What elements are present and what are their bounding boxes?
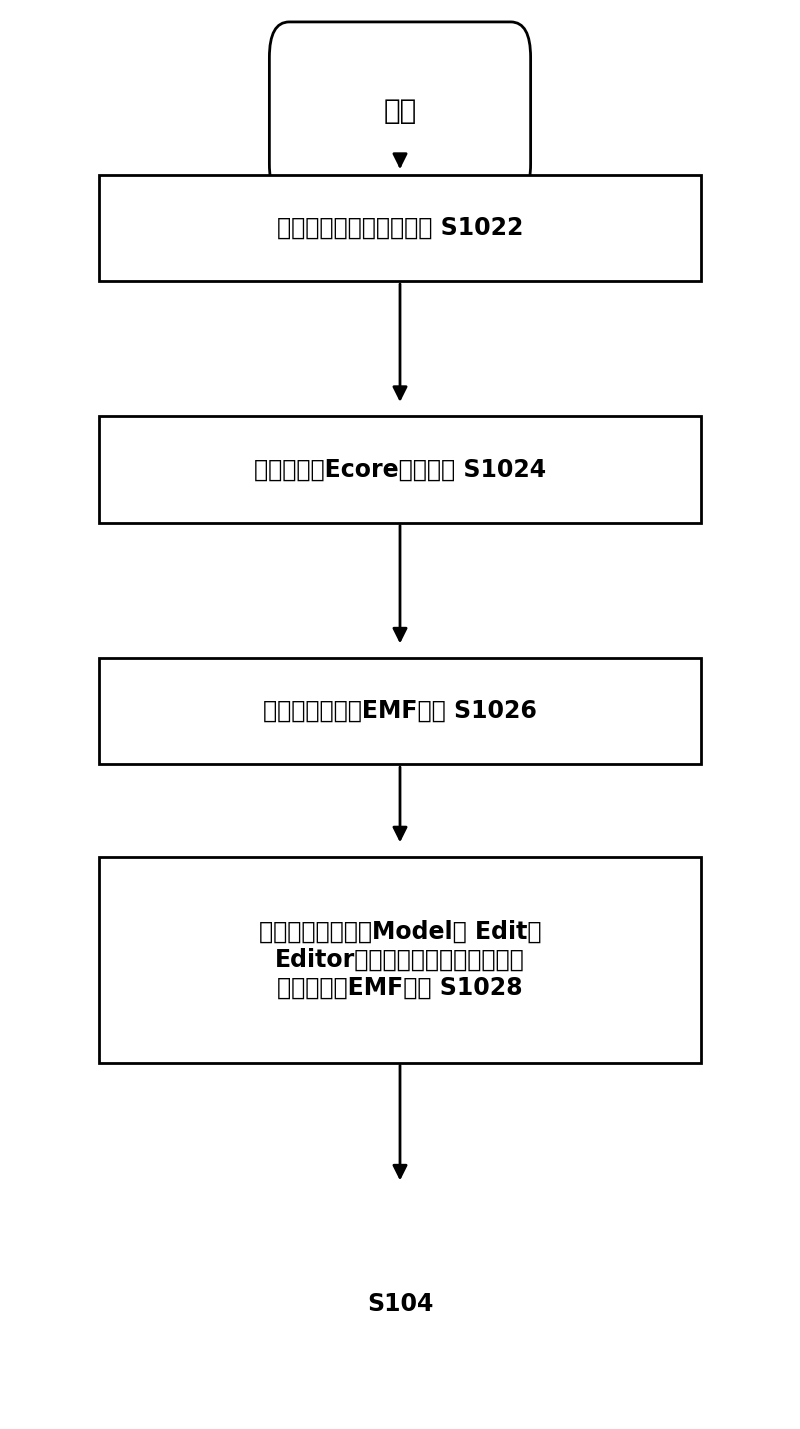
Text: 生成映射规则库的Model、 Edit和
Editor代码，并将这些代码作为映
射规则库的EMF插件 S1028: 生成映射规则库的Model、 Edit和 Editor代码，并将这些代码作为映 … <box>258 920 542 999</box>
Text: 映射规则的描述规范定义 S1022: 映射规则的描述规范定义 S1022 <box>277 216 523 240</box>
Bar <box>99 657 701 765</box>
Bar <box>99 416 701 523</box>
Bar <box>99 174 701 282</box>
Text: 开始: 开始 <box>383 97 417 124</box>
Text: S104: S104 <box>367 1292 433 1316</box>
Text: 映射规则的Ecore模型表示 S1024: 映射规则的Ecore模型表示 S1024 <box>254 457 546 482</box>
Bar <box>99 856 701 1063</box>
FancyBboxPatch shape <box>270 21 530 200</box>
Text: 生成映射规则的EMF模型 S1026: 生成映射规则的EMF模型 S1026 <box>263 699 537 723</box>
